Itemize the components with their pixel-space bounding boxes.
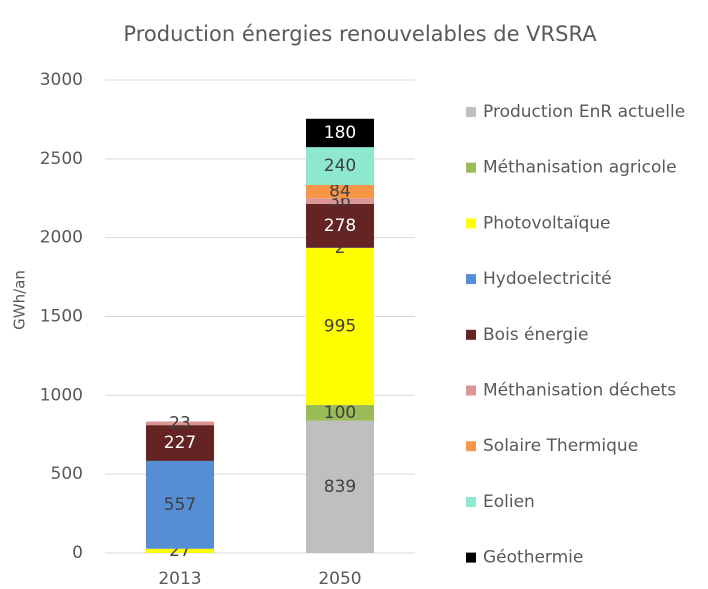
data-label: 2 bbox=[335, 238, 346, 258]
legend-swatch bbox=[466, 441, 476, 452]
bar-segment bbox=[306, 203, 374, 248]
x-tick-label: 2050 bbox=[318, 569, 361, 589]
legend-swatch bbox=[466, 162, 476, 173]
legend-label: Géothermie bbox=[483, 548, 583, 568]
data-label: 100 bbox=[324, 403, 356, 423]
data-label: 180 bbox=[324, 123, 356, 143]
bar-segment bbox=[306, 420, 374, 553]
y-axis-label: GWh/an bbox=[11, 270, 29, 330]
legend-swatch bbox=[466, 107, 476, 117]
legend-label: Méthanisation déchets bbox=[483, 381, 676, 401]
data-label: 278 bbox=[324, 216, 356, 236]
data-label: 84 bbox=[329, 182, 351, 202]
bar-segment bbox=[146, 460, 214, 549]
bar-segment bbox=[306, 118, 374, 148]
data-label: 23 bbox=[169, 413, 191, 433]
legend-swatch bbox=[466, 329, 476, 340]
data-label: 995 bbox=[324, 317, 356, 337]
bar-segment bbox=[146, 425, 214, 461]
legend-swatch bbox=[466, 218, 476, 229]
y-tick-label: 2000 bbox=[40, 228, 83, 248]
legend-label: Eolien bbox=[483, 492, 535, 512]
legend-swatch bbox=[466, 274, 476, 285]
data-label: 227 bbox=[164, 433, 196, 453]
data-label: 839 bbox=[324, 477, 356, 497]
y-tick-label: 1500 bbox=[40, 307, 83, 327]
legend-label: Production EnR actuelle bbox=[483, 102, 685, 122]
data-label: 240 bbox=[324, 156, 356, 176]
data-label: 557 bbox=[164, 495, 196, 515]
y-tick-label: 3000 bbox=[40, 70, 83, 90]
legend-label: Méthanisation agricole bbox=[483, 158, 677, 178]
legend-label: Bois énergie bbox=[483, 325, 588, 345]
legend-label: Photovoltaïque bbox=[483, 213, 611, 233]
legend-swatch bbox=[466, 552, 476, 563]
y-tick-label: 1000 bbox=[40, 385, 83, 405]
y-tick-label: 0 bbox=[72, 543, 83, 563]
bar-segment bbox=[306, 198, 374, 204]
bar-segment bbox=[306, 147, 374, 186]
legend-swatch bbox=[466, 496, 476, 507]
legend-label: Hydoelectricité bbox=[483, 269, 612, 289]
legend-label: Solaire Thermique bbox=[483, 436, 638, 456]
bar-segment bbox=[306, 404, 374, 421]
y-tick-label: 2500 bbox=[40, 149, 83, 169]
bar-segment bbox=[306, 248, 374, 405]
bar-segment bbox=[146, 421, 214, 426]
chart-title: Production énergies renouvelables de VRS… bbox=[123, 22, 597, 46]
legend-swatch bbox=[466, 385, 476, 396]
x-tick-label: 2013 bbox=[158, 569, 201, 589]
bar-segment bbox=[306, 185, 374, 199]
bar-segment bbox=[146, 548, 214, 553]
y-tick-label: 500 bbox=[51, 464, 83, 484]
